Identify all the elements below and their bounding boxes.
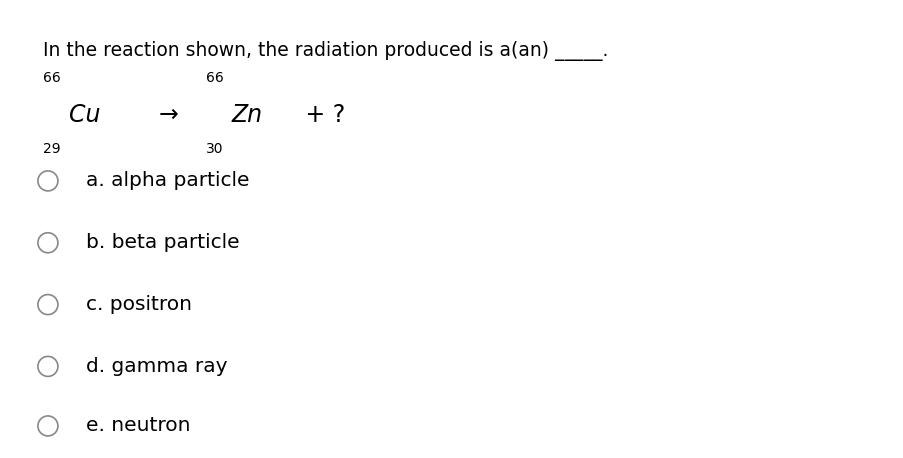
Text: + ?: + ? — [298, 103, 345, 126]
Text: c. positron: c. positron — [86, 295, 191, 314]
Text: →: → — [158, 103, 178, 126]
Text: 29: 29 — [43, 142, 61, 156]
Text: 30: 30 — [206, 142, 223, 156]
Text: Zn: Zn — [231, 103, 262, 126]
Text: a. alpha particle: a. alpha particle — [86, 171, 249, 191]
Text: In the reaction shown, the radiation produced is a(an) _____.: In the reaction shown, the radiation pro… — [43, 41, 608, 61]
Text: Cu: Cu — [69, 103, 100, 126]
Text: 66: 66 — [206, 71, 224, 85]
Text: b. beta particle: b. beta particle — [86, 233, 239, 252]
Text: e. neutron: e. neutron — [86, 416, 191, 436]
Text: 66: 66 — [43, 71, 61, 85]
Text: d. gamma ray: d. gamma ray — [86, 357, 228, 376]
